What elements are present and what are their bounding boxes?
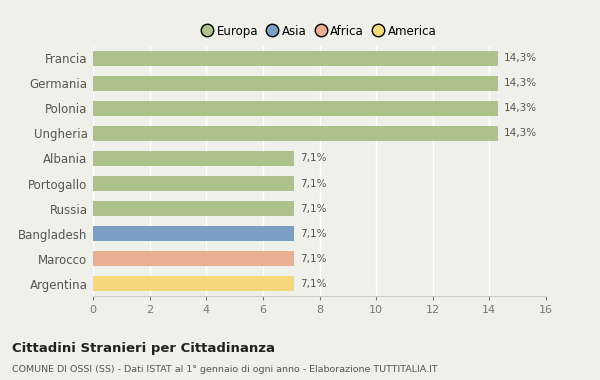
Text: 14,3%: 14,3% bbox=[503, 78, 536, 88]
Text: 7,1%: 7,1% bbox=[299, 204, 326, 214]
Bar bbox=[93, 276, 294, 291]
Text: 14,3%: 14,3% bbox=[503, 103, 536, 113]
Text: COMUNE DI OSSI (SS) - Dati ISTAT al 1° gennaio di ogni anno - Elaborazione TUTTI: COMUNE DI OSSI (SS) - Dati ISTAT al 1° g… bbox=[12, 365, 437, 374]
Bar bbox=[93, 251, 294, 266]
Text: 7,1%: 7,1% bbox=[299, 154, 326, 163]
Bar bbox=[93, 151, 294, 166]
Text: 7,1%: 7,1% bbox=[299, 279, 326, 289]
Bar bbox=[93, 76, 498, 91]
Text: Cittadini Stranieri per Cittadinanza: Cittadini Stranieri per Cittadinanza bbox=[12, 342, 275, 355]
Text: 7,1%: 7,1% bbox=[299, 229, 326, 239]
Bar bbox=[93, 176, 294, 191]
Bar bbox=[93, 201, 294, 216]
Bar bbox=[93, 51, 498, 66]
Text: 14,3%: 14,3% bbox=[503, 128, 536, 138]
Text: 7,1%: 7,1% bbox=[299, 179, 326, 188]
Text: 14,3%: 14,3% bbox=[503, 53, 536, 63]
Bar bbox=[93, 126, 498, 141]
Legend: Europa, Asia, Africa, America: Europa, Asia, Africa, America bbox=[199, 21, 440, 41]
Bar bbox=[93, 101, 498, 116]
Bar bbox=[93, 226, 294, 241]
Text: 7,1%: 7,1% bbox=[299, 254, 326, 264]
